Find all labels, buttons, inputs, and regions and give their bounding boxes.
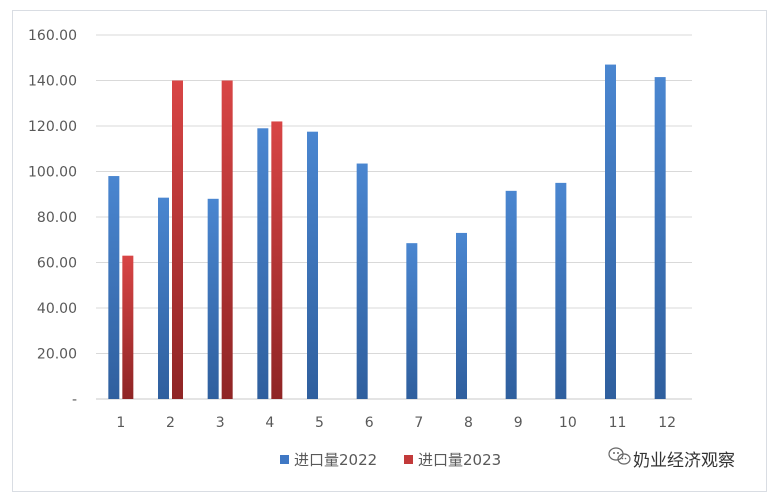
x-tick-label: 9 — [514, 415, 523, 431]
y-tick-label: 120.00 — [28, 119, 77, 135]
bar-2022-4 — [257, 128, 269, 399]
x-tick-label: 12 — [658, 415, 676, 431]
x-tick-label: 8 — [464, 415, 473, 431]
bar-2022-10 — [555, 182, 567, 399]
legend-label-2023: 进口量2023 — [418, 451, 501, 469]
x-tick-label: 5 — [315, 415, 324, 431]
bar-2022-9 — [505, 190, 517, 399]
x-tick-label: 7 — [414, 415, 423, 431]
watermark: 奶业经济观察 — [608, 447, 735, 471]
x-tick-label: 2 — [166, 415, 175, 431]
bar-2022-1 — [108, 176, 120, 399]
chart-frame — [12, 10, 767, 492]
legend-label-2022: 进口量2022 — [294, 451, 377, 469]
x-tick-label: 3 — [216, 415, 225, 431]
watermark-text: 奶业经济观察 — [633, 451, 735, 471]
bar-2022-7 — [406, 243, 418, 399]
y-tick-label: 100.00 — [28, 165, 77, 181]
legend-swatch-2022 — [280, 455, 289, 464]
bar-2022-11 — [605, 64, 616, 399]
y-tick-label: 20.00 — [37, 347, 77, 363]
bar-2023-2 — [172, 80, 183, 399]
y-tick-label: 160.00 — [28, 28, 77, 44]
bar-2022-6 — [356, 163, 368, 399]
x-tick-label: 11 — [609, 415, 627, 431]
bar-2022-5 — [307, 131, 318, 399]
bar-2023-4 — [271, 121, 283, 399]
legend-swatch-2023 — [404, 455, 413, 464]
y-tick-label: 80.00 — [37, 210, 77, 226]
wechat-icon — [608, 447, 631, 465]
bar-2023-1 — [122, 255, 134, 399]
x-axis-ticks: 1 2 3 4 5 6 7 8 9 10 11 12 — [116, 415, 676, 431]
x-tick-label: 4 — [265, 415, 274, 431]
x-tick-label: 1 — [116, 415, 125, 431]
y-tick-label: - — [72, 392, 77, 408]
legend: 进口量2022 进口量2023 — [280, 451, 501, 469]
y-tick-label: 40.00 — [37, 301, 77, 317]
x-tick-label: 6 — [365, 415, 374, 431]
y-tick-label: 60.00 — [37, 256, 77, 272]
bar-2022-12 — [654, 77, 666, 400]
bar-2022-8 — [456, 232, 467, 399]
y-axis-ticks: - 20.00 40.00 60.00 80.00 100.00 120.00 140.00 1… — [28, 28, 77, 408]
x-tick-label: 10 — [559, 415, 577, 431]
y-tick-label: 140.00 — [28, 74, 77, 90]
bar-2022-2 — [158, 197, 169, 399]
grid-lines — [96, 34, 692, 400]
bars — [108, 64, 666, 400]
bar-2023-3 — [221, 80, 233, 399]
bar-2022-3 — [207, 198, 219, 399]
